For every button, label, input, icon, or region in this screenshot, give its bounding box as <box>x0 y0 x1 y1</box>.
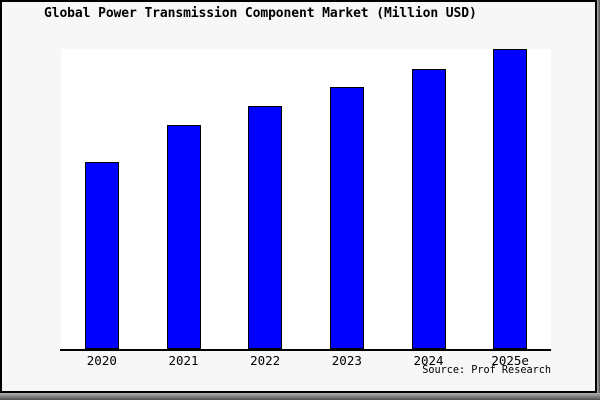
bar-2022 <box>248 106 283 349</box>
source-credit: Source: Prof Research <box>422 365 551 376</box>
bar-2020 <box>84 162 119 349</box>
drop-shadow-bottom <box>0 393 600 400</box>
x-tick-label-2020: 2020 <box>86 353 117 368</box>
x-tick-label-2021: 2021 <box>168 353 199 368</box>
x-tick-label-2025e: 2025e <box>491 353 529 368</box>
x-axis-labels: 2020 2021 2022 2023 2024 2025e <box>61 353 551 369</box>
plot-area <box>61 49 551 349</box>
x-tick-label-2024: 2024 <box>413 353 444 368</box>
x-axis-line <box>60 349 551 351</box>
bar-2023 <box>329 87 364 349</box>
bar-2021 <box>166 124 201 349</box>
bar-2024 <box>411 69 446 349</box>
x-tick-label-2022: 2022 <box>250 353 281 368</box>
bar-2025e <box>493 49 528 349</box>
chart-title: Global Power Transmission Component Mark… <box>44 6 477 21</box>
x-tick-label-2023: 2023 <box>331 353 362 368</box>
drop-shadow-right <box>597 0 600 400</box>
